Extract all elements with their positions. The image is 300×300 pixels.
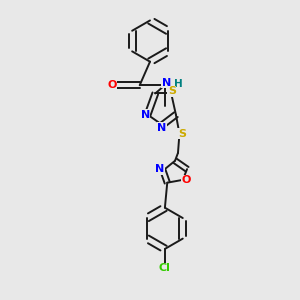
- Text: N: N: [155, 164, 165, 174]
- Text: N: N: [157, 123, 167, 133]
- Text: O: O: [181, 176, 190, 185]
- Text: O: O: [107, 80, 116, 90]
- Text: S: S: [168, 86, 176, 96]
- Text: S: S: [178, 129, 186, 139]
- Text: Cl: Cl: [159, 263, 171, 273]
- Text: N: N: [162, 78, 171, 88]
- Text: H: H: [174, 79, 182, 89]
- Text: N: N: [141, 110, 150, 120]
